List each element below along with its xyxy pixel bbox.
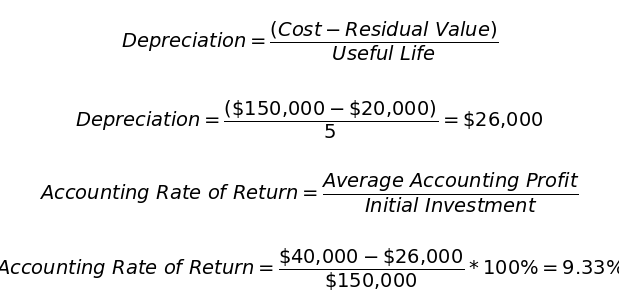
Text: $\mathit{Accounting\ Rate\ of\ Return} = \dfrac{\$40{,}000 - \$26{,}000}{\$150{,: $\mathit{Accounting\ Rate\ of\ Return} =… xyxy=(0,247,619,293)
Text: $\mathit{Accounting\ Rate\ of\ Return} = \dfrac{Average\ Accounting\ Profit}{Ini: $\mathit{Accounting\ Rate\ of\ Return} =… xyxy=(39,171,580,216)
Text: $\mathit{Depreciation} = \dfrac{(\$150{,}000 - \$20{,}000)}{5} = \$26{,}000$: $\mathit{Depreciation} = \dfrac{(\$150{,… xyxy=(76,99,543,141)
Text: $\mathit{Depreciation} = \dfrac{(Cost - Residual\ Value)}{Useful\ Life}$: $\mathit{Depreciation} = \dfrac{(Cost - … xyxy=(121,19,498,62)
